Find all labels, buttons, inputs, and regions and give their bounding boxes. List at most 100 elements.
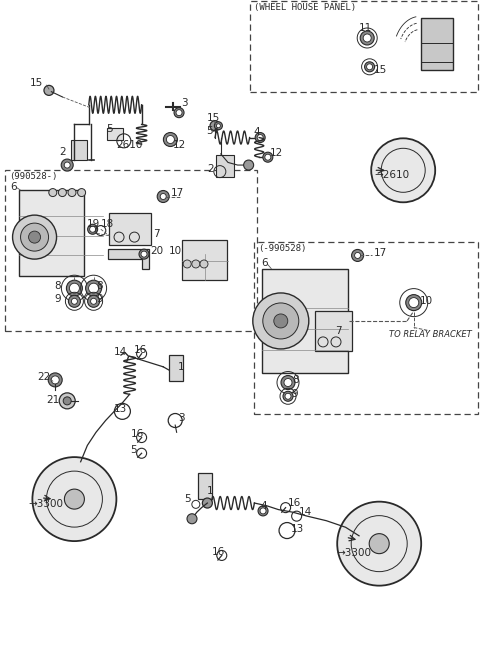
Circle shape [160, 193, 166, 200]
Text: 2: 2 [207, 164, 214, 174]
Text: 15: 15 [373, 65, 387, 75]
Circle shape [28, 231, 40, 243]
Text: 9: 9 [54, 293, 61, 304]
Circle shape [257, 134, 263, 141]
Circle shape [59, 393, 75, 409]
Circle shape [337, 502, 421, 586]
Text: 14: 14 [114, 346, 128, 357]
Bar [5, 170, 257, 331]
Circle shape [63, 397, 71, 405]
Text: 1: 1 [206, 486, 213, 496]
Circle shape [68, 189, 76, 196]
Circle shape [215, 122, 222, 130]
Bar [198, 473, 212, 499]
Circle shape [258, 506, 268, 516]
Text: 11: 11 [359, 22, 372, 33]
Circle shape [141, 251, 147, 257]
Bar [254, 242, 478, 414]
Text: 9: 9 [292, 389, 299, 400]
Text: 15: 15 [30, 77, 43, 88]
Text: 16: 16 [212, 547, 226, 557]
Circle shape [255, 132, 265, 143]
FancyBboxPatch shape [315, 311, 352, 352]
Circle shape [139, 249, 149, 259]
Circle shape [274, 314, 288, 328]
Circle shape [265, 154, 271, 160]
Text: 8: 8 [96, 280, 103, 291]
Circle shape [51, 376, 59, 384]
Text: 17: 17 [170, 188, 184, 198]
Text: →3300: →3300 [336, 548, 371, 559]
Text: 19: 19 [86, 219, 100, 229]
Text: 22: 22 [37, 371, 51, 382]
Text: (990528-): (990528-) [9, 172, 57, 181]
Text: 17: 17 [373, 248, 387, 259]
Text: 16: 16 [133, 345, 147, 356]
Text: 10: 10 [420, 296, 433, 307]
Circle shape [44, 85, 54, 96]
Text: 8: 8 [54, 280, 61, 291]
Text: 18: 18 [101, 219, 114, 229]
Text: →3300: →3300 [29, 499, 64, 510]
Circle shape [167, 136, 174, 143]
Circle shape [21, 223, 48, 251]
Circle shape [91, 298, 96, 305]
Bar [169, 355, 183, 381]
Text: 15: 15 [206, 113, 220, 123]
Circle shape [365, 62, 374, 72]
Circle shape [283, 391, 293, 402]
FancyBboxPatch shape [109, 213, 151, 245]
Text: 2: 2 [60, 147, 66, 157]
Text: 20: 20 [150, 246, 163, 256]
Text: 10: 10 [169, 246, 182, 256]
Circle shape [285, 393, 291, 400]
Text: 5: 5 [184, 494, 191, 504]
Text: 7: 7 [153, 229, 159, 239]
Circle shape [192, 260, 200, 268]
Circle shape [200, 260, 208, 268]
Circle shape [89, 283, 98, 293]
Text: 9: 9 [96, 293, 103, 304]
Bar [250, 1, 478, 92]
FancyBboxPatch shape [421, 18, 454, 70]
Circle shape [90, 226, 96, 233]
Circle shape [253, 293, 309, 349]
Text: 1: 1 [178, 362, 184, 372]
Circle shape [12, 215, 57, 259]
Circle shape [203, 498, 212, 508]
Text: 4: 4 [260, 500, 267, 511]
Circle shape [263, 152, 273, 162]
Bar [107, 128, 123, 140]
Circle shape [210, 121, 220, 131]
Circle shape [284, 379, 292, 386]
Circle shape [244, 160, 253, 170]
Text: 12: 12 [173, 140, 186, 150]
Circle shape [187, 514, 197, 524]
Bar [216, 155, 234, 177]
Circle shape [64, 162, 70, 168]
Circle shape [406, 295, 422, 310]
Circle shape [70, 283, 79, 293]
Text: 3: 3 [179, 413, 185, 423]
Circle shape [174, 107, 184, 118]
FancyBboxPatch shape [182, 240, 228, 280]
Text: 13: 13 [290, 523, 304, 534]
Text: 13: 13 [114, 404, 127, 415]
Text: 16: 16 [288, 498, 301, 508]
Circle shape [64, 489, 84, 509]
Circle shape [66, 280, 83, 296]
Text: 4: 4 [253, 127, 260, 138]
Text: (-990528): (-990528) [258, 244, 307, 253]
Circle shape [363, 34, 371, 42]
Circle shape [355, 252, 360, 259]
Text: 5: 5 [206, 126, 213, 136]
Text: 21: 21 [47, 394, 60, 405]
Text: 6: 6 [11, 181, 17, 192]
FancyBboxPatch shape [262, 269, 348, 373]
Text: 3: 3 [181, 98, 188, 109]
Circle shape [367, 64, 372, 70]
Circle shape [360, 31, 374, 45]
Text: 5: 5 [131, 445, 137, 455]
Circle shape [69, 295, 81, 307]
Text: 14: 14 [299, 507, 312, 517]
